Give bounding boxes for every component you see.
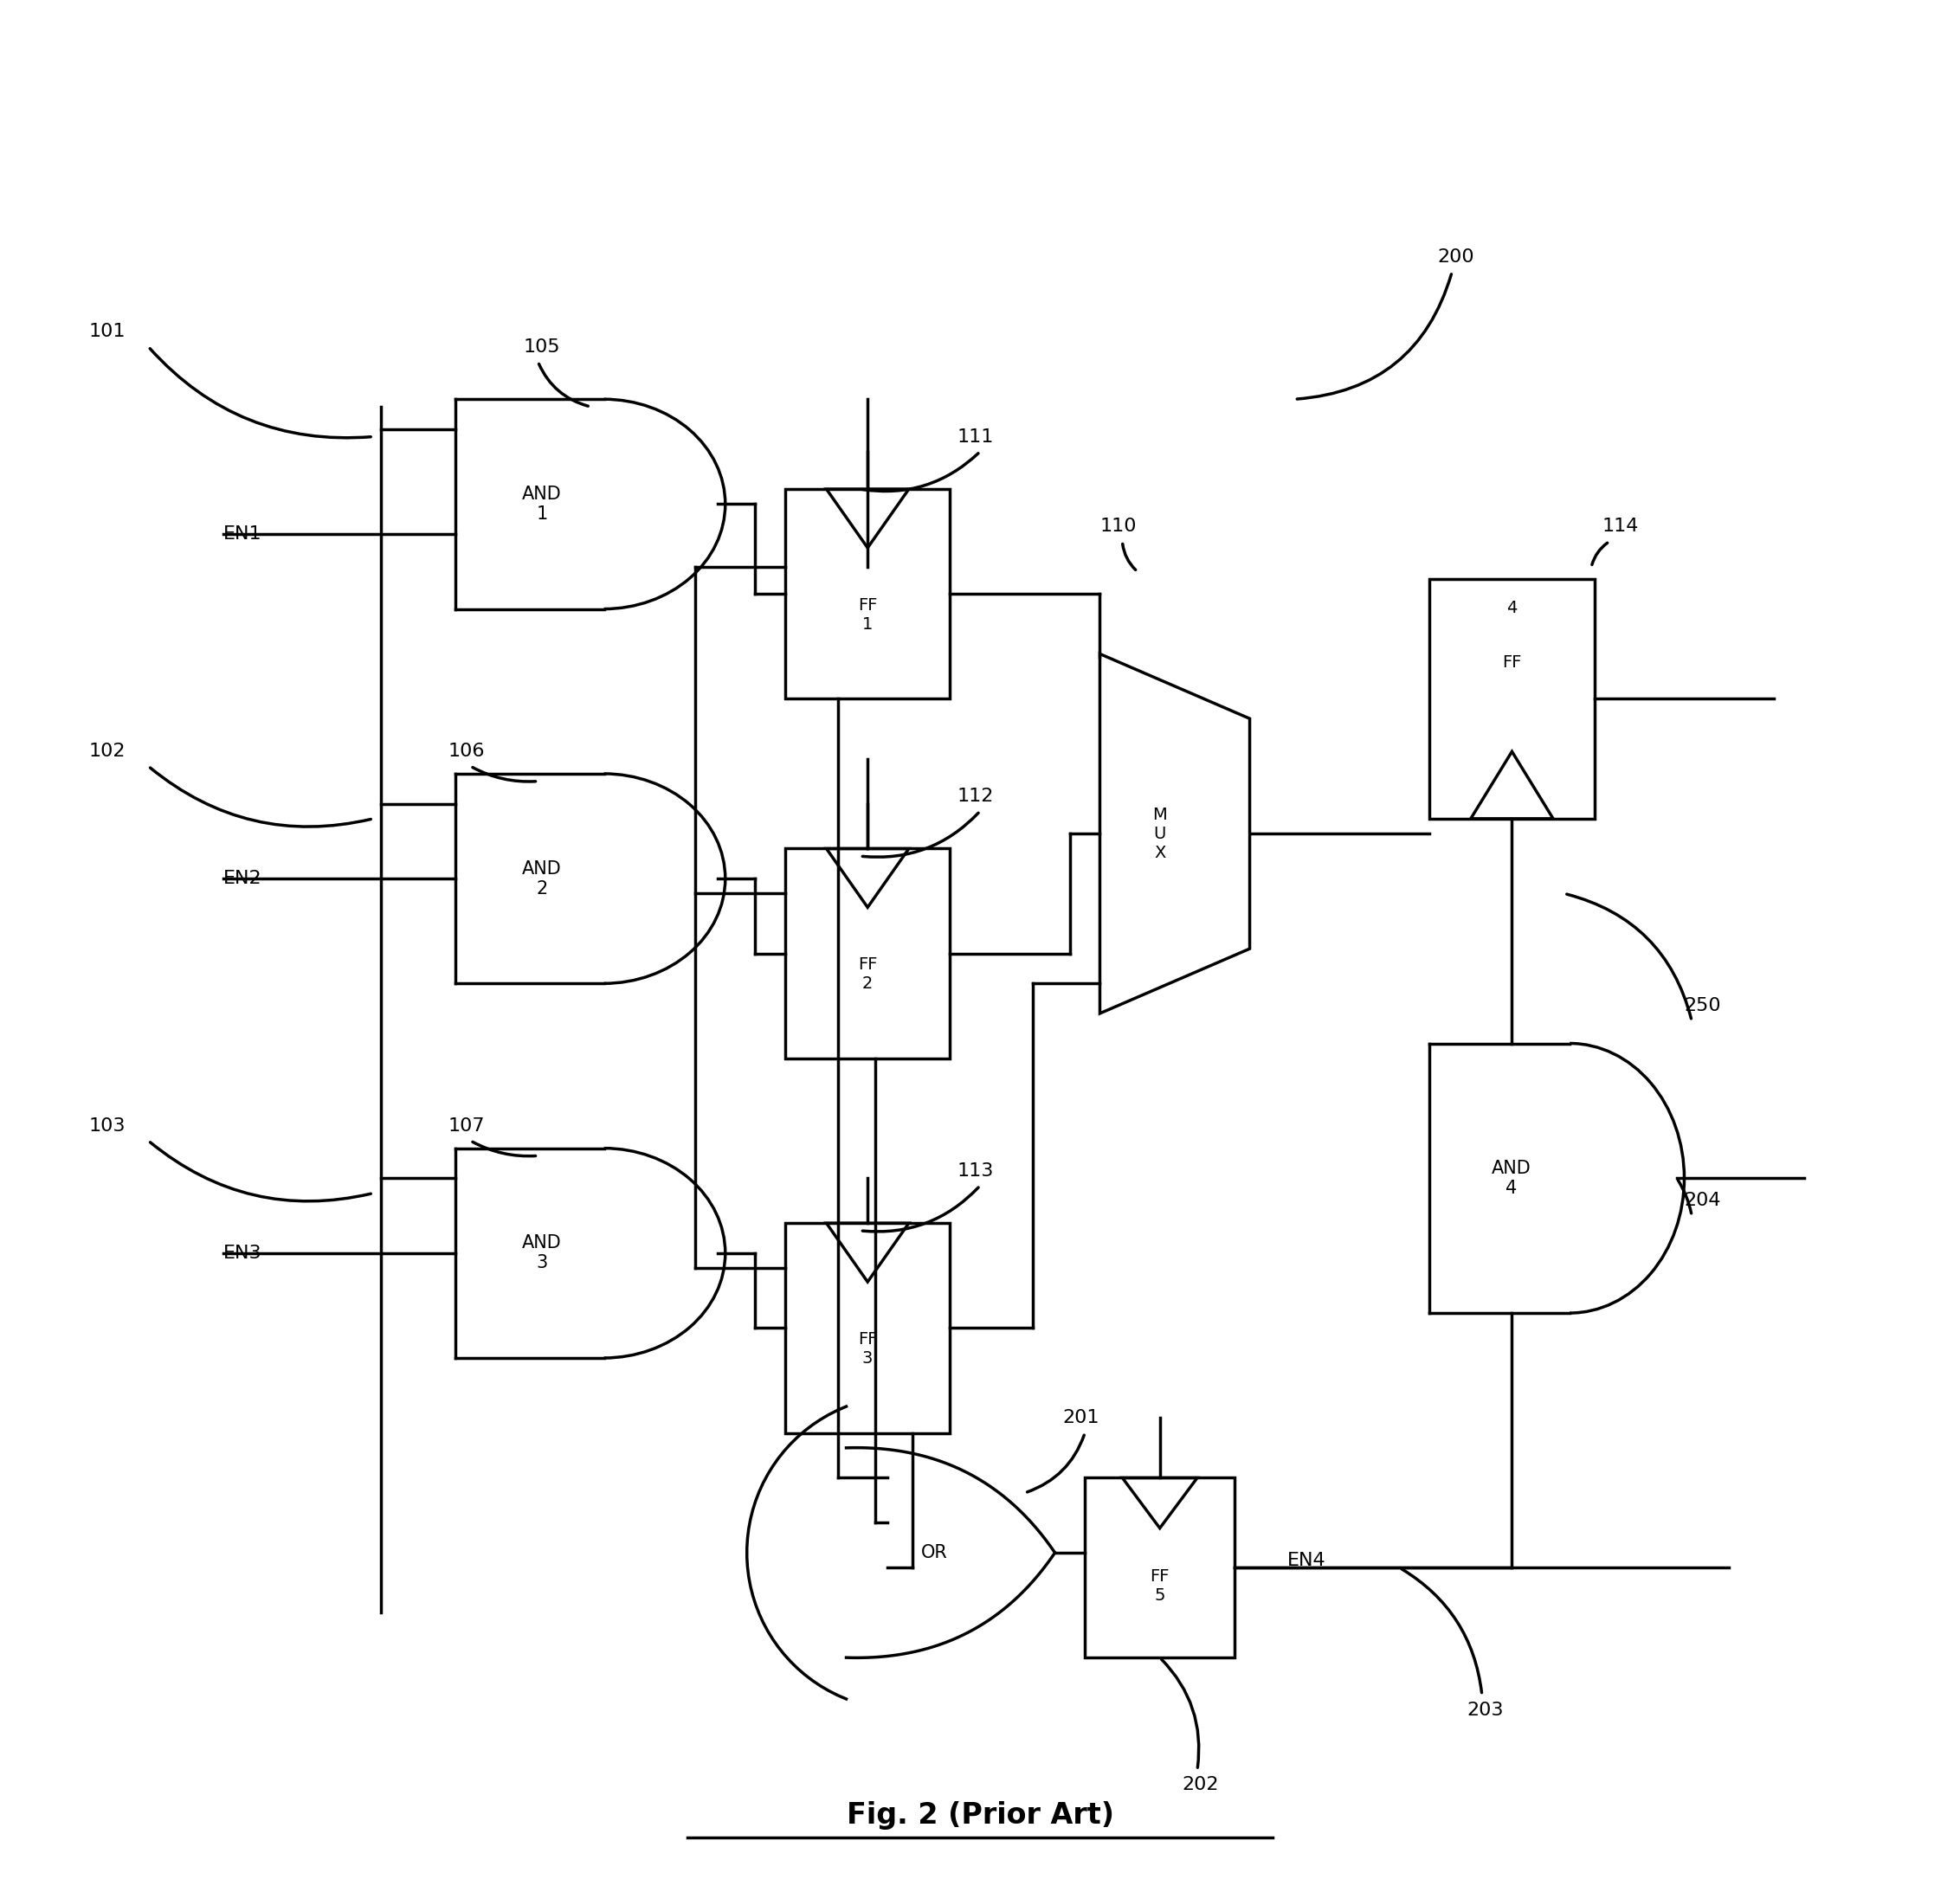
Text: 106: 106	[449, 742, 484, 761]
Text: EN1: EN1	[223, 526, 263, 543]
Text: 105: 105	[523, 339, 561, 356]
Text: 113: 113	[958, 1162, 994, 1179]
Text: EN3: EN3	[223, 1245, 263, 1262]
Text: AND
1: AND 1	[521, 486, 563, 522]
Text: 103: 103	[88, 1116, 125, 1135]
Text: FF: FF	[1501, 655, 1521, 672]
Text: 250: 250	[1684, 997, 1721, 1014]
Text: 202: 202	[1182, 1777, 1219, 1794]
Text: 110: 110	[1100, 518, 1137, 535]
Text: 4: 4	[1507, 600, 1517, 617]
Bar	[786, 850, 951, 1058]
Text: FF
3: FF 3	[858, 1332, 878, 1366]
Text: AND
3: AND 3	[521, 1234, 563, 1271]
Text: 111: 111	[958, 428, 994, 445]
Text: 200: 200	[1437, 248, 1474, 265]
Text: OR: OR	[921, 1544, 947, 1561]
Text: 204: 204	[1684, 1192, 1721, 1209]
Text: 112: 112	[958, 787, 994, 804]
Text: Fig. 2 (Prior Art): Fig. 2 (Prior Art)	[847, 1801, 1113, 1830]
Text: 102: 102	[88, 742, 125, 761]
Text: 114: 114	[1601, 518, 1639, 535]
Text: 203: 203	[1466, 1701, 1503, 1718]
Bar	[786, 490, 951, 698]
Text: EN2: EN2	[223, 870, 263, 887]
Bar	[1429, 579, 1593, 819]
Text: FF
1: FF 1	[858, 598, 878, 632]
Text: EN4: EN4	[1288, 1551, 1325, 1568]
Text: AND
2: AND 2	[521, 859, 563, 897]
Text: 107: 107	[449, 1116, 484, 1135]
Bar	[1086, 1478, 1235, 1657]
Bar	[786, 1222, 951, 1432]
Text: AND
4: AND 4	[1492, 1160, 1531, 1198]
Text: M
U
X: M U X	[1152, 806, 1166, 861]
Text: FF
2: FF 2	[858, 957, 878, 991]
Text: 101: 101	[88, 324, 125, 341]
Text: 201: 201	[1062, 1410, 1100, 1427]
Text: FF
5: FF 5	[1151, 1568, 1170, 1603]
